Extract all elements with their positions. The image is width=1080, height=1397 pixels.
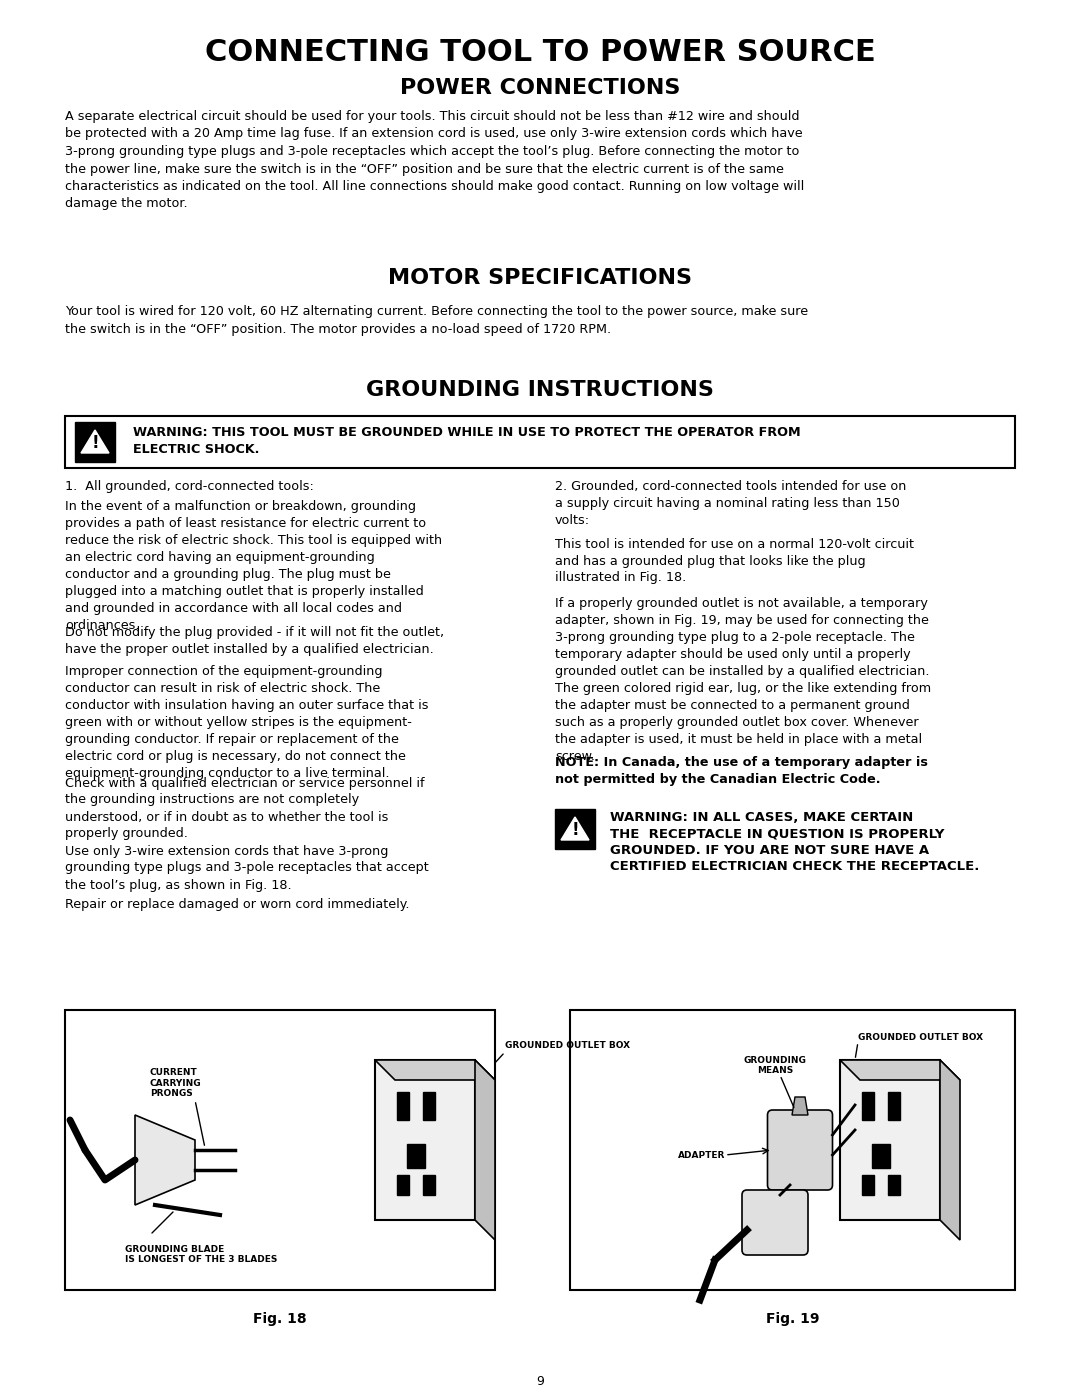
Bar: [862, 1175, 874, 1194]
Text: GROUNDED OUTLET BOX: GROUNDED OUTLET BOX: [858, 1032, 983, 1042]
Text: This tool is intended for use on a normal 120-volt circuit
and has a grounded pl: This tool is intended for use on a norma…: [555, 538, 914, 584]
Polygon shape: [81, 430, 109, 453]
Text: Repair or replace damaged or worn cord immediately.: Repair or replace damaged or worn cord i…: [65, 898, 409, 911]
Bar: [65, 1010, 495, 1289]
Polygon shape: [792, 1097, 808, 1115]
Polygon shape: [561, 817, 589, 840]
Text: Fig. 19: Fig. 19: [766, 1312, 820, 1326]
Text: GROUNDED OUTLET BOX: GROUNDED OUTLET BOX: [505, 1041, 630, 1051]
Bar: [75, 422, 114, 462]
FancyBboxPatch shape: [742, 1190, 808, 1255]
Text: ADAPTER: ADAPTER: [677, 1151, 725, 1160]
Text: Check with a qualified electrician or service personnel if
the grounding instruc: Check with a qualified electrician or se…: [65, 777, 424, 841]
Bar: [375, 1060, 475, 1220]
FancyBboxPatch shape: [768, 1111, 833, 1190]
Bar: [397, 1092, 409, 1120]
Polygon shape: [375, 1060, 495, 1080]
Bar: [888, 1175, 900, 1194]
Bar: [65, 416, 1015, 468]
Text: If a properly grounded outlet is not available, a temporary
adapter, shown in Fi: If a properly grounded outlet is not ava…: [555, 597, 931, 763]
Text: Fig. 18: Fig. 18: [253, 1312, 307, 1326]
Text: GROUNDING INSTRUCTIONS: GROUNDING INSTRUCTIONS: [366, 380, 714, 400]
Bar: [888, 1092, 900, 1120]
Bar: [423, 1092, 435, 1120]
Text: 9: 9: [536, 1375, 544, 1389]
Text: Use only 3-wire extension cords that have 3-prong
grounding type plugs and 3-pol: Use only 3-wire extension cords that hav…: [65, 845, 429, 891]
Polygon shape: [135, 1115, 195, 1206]
Text: A separate electrical circuit should be used for your tools. This circuit should: A separate electrical circuit should be …: [65, 110, 805, 211]
Text: CONNECTING TOOL TO POWER SOURCE: CONNECTING TOOL TO POWER SOURCE: [204, 38, 876, 67]
Text: Do not modify the plug provided - if it will not fit the outlet,
have the proper: Do not modify the plug provided - if it …: [65, 626, 444, 657]
Text: Improper connection of the equipment-grounding
conductor can result in risk of e: Improper connection of the equipment-gro…: [65, 665, 429, 780]
Polygon shape: [940, 1060, 960, 1241]
Bar: [840, 1060, 940, 1220]
Text: GROUNDING BLADE
IS LONGEST OF THE 3 BLADES: GROUNDING BLADE IS LONGEST OF THE 3 BLAD…: [125, 1245, 278, 1264]
Text: GROUNDING
MEANS: GROUNDING MEANS: [743, 1056, 807, 1076]
Text: Your tool is wired for 120 volt, 60 HZ alternating current. Before connecting th: Your tool is wired for 120 volt, 60 HZ a…: [65, 305, 808, 335]
Text: NOTE: In Canada, the use of a temporary adapter is
not permitted by the Canadian: NOTE: In Canada, the use of a temporary …: [555, 756, 928, 787]
Bar: [407, 1144, 426, 1168]
Bar: [570, 1010, 1015, 1289]
Text: WARNING: IN ALL CASES, MAKE CERTAIN
THE  RECEPTACLE IN QUESTION IS PROPERLY
GROU: WARNING: IN ALL CASES, MAKE CERTAIN THE …: [610, 812, 980, 873]
Text: CURRENT
CARRYING
PRONGS: CURRENT CARRYING PRONGS: [150, 1069, 202, 1098]
Bar: [555, 809, 595, 849]
Bar: [397, 1175, 409, 1194]
Text: !: !: [91, 434, 98, 453]
Bar: [862, 1092, 874, 1120]
Text: In the event of a malfunction or breakdown, grounding
provides a path of least r: In the event of a malfunction or breakdo…: [65, 500, 442, 631]
Text: POWER CONNECTIONS: POWER CONNECTIONS: [400, 78, 680, 98]
Polygon shape: [475, 1060, 495, 1241]
Bar: [872, 1144, 890, 1168]
Polygon shape: [840, 1060, 960, 1080]
Text: 2. Grounded, cord-connected tools intended for use on
a supply circuit having a : 2. Grounded, cord-connected tools intend…: [555, 481, 906, 527]
Text: WARNING: THIS TOOL MUST BE GROUNDED WHILE IN USE TO PROTECT THE OPERATOR FROM
EL: WARNING: THIS TOOL MUST BE GROUNDED WHIL…: [133, 426, 800, 455]
Text: !: !: [571, 821, 579, 840]
Text: 1.  All grounded, cord-connected tools:: 1. All grounded, cord-connected tools:: [65, 481, 314, 493]
Bar: [423, 1175, 435, 1194]
Text: MOTOR SPECIFICATIONS: MOTOR SPECIFICATIONS: [388, 268, 692, 288]
